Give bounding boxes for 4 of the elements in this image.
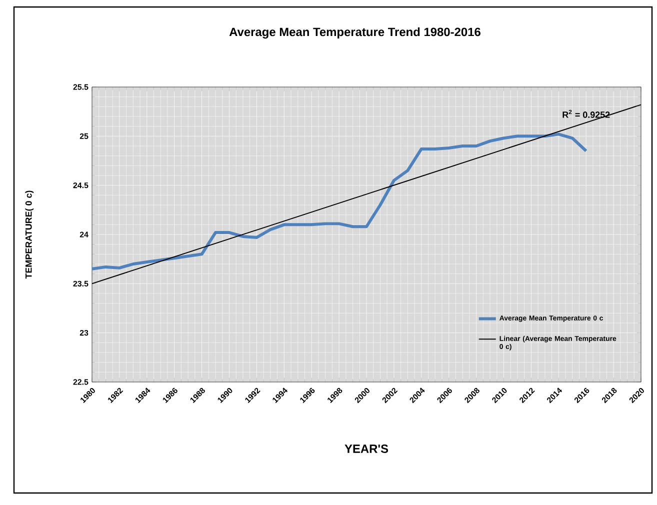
x-axis-title: YEAR'S: [344, 444, 388, 453]
y-axis-title: TEMPERATURE( 0 c): [25, 190, 34, 279]
annotation: R$^{2}$ = 0.9252: [562, 110, 610, 118]
chart-title: Average Mean Temperature Trend 1980-2016: [229, 27, 480, 39]
